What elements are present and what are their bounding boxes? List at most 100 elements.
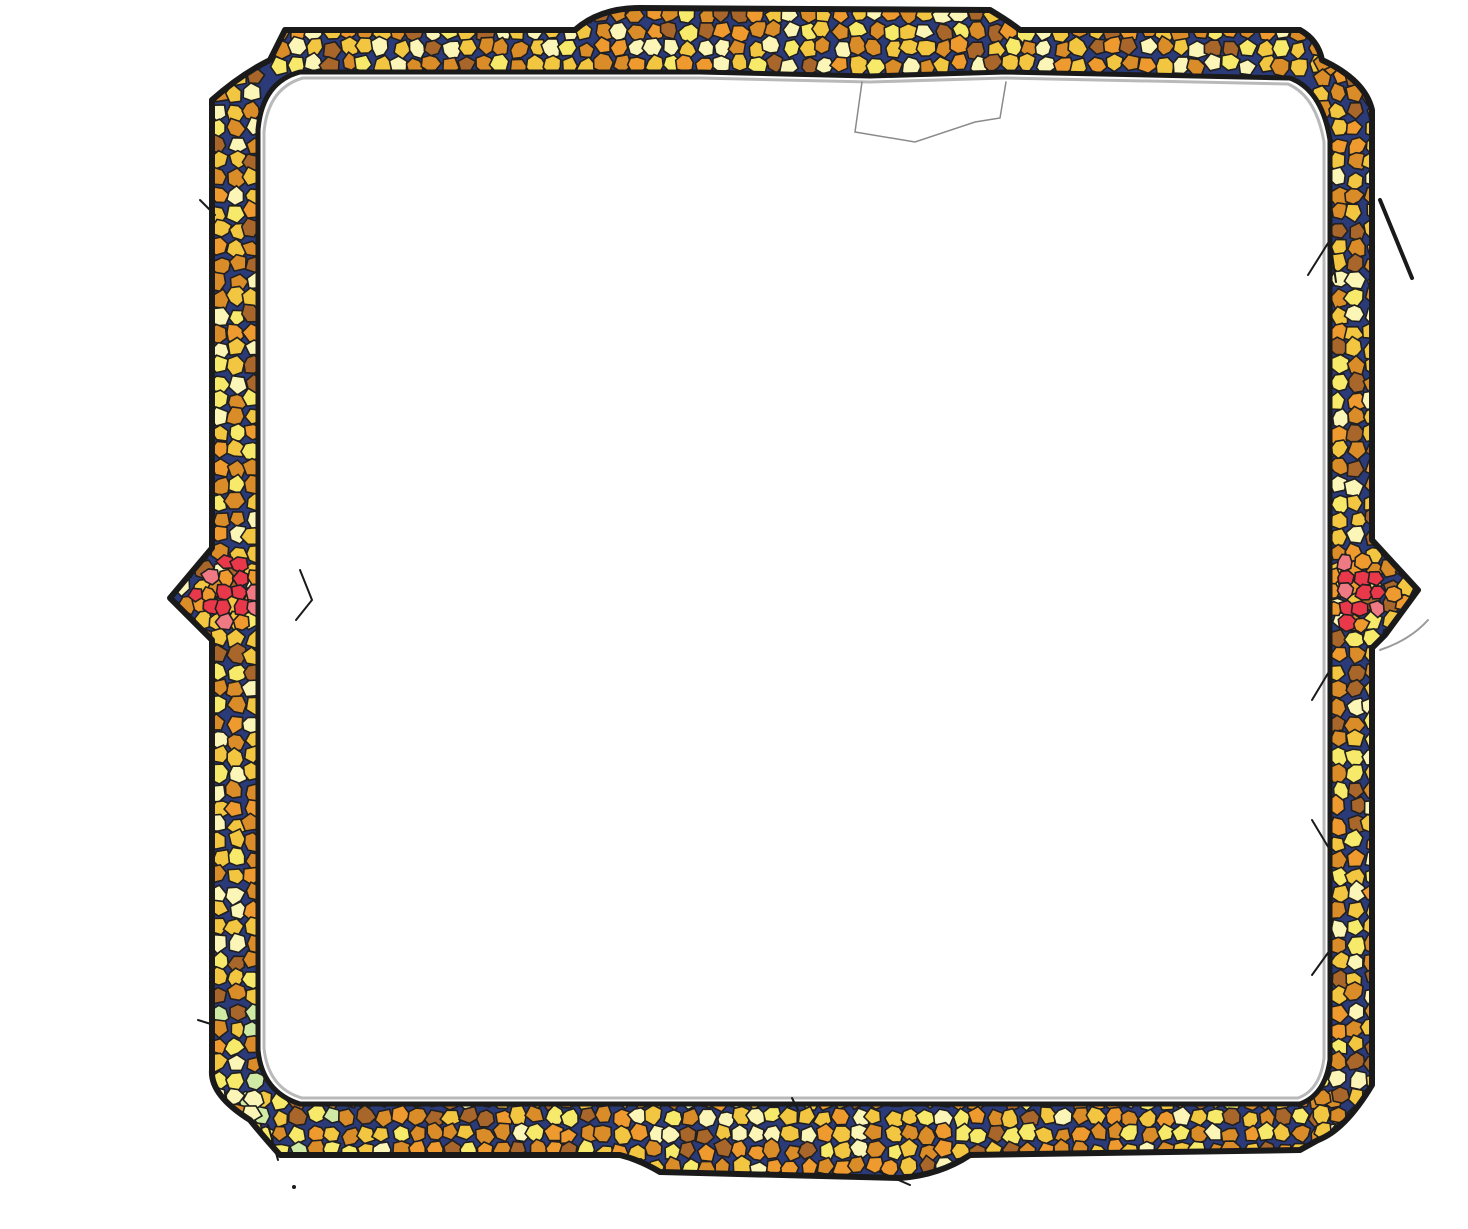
glass-tile [176, 119, 198, 141]
glass-tile [305, 37, 324, 56]
glass-tile [170, 543, 179, 565]
glass-tile [1172, 37, 1190, 57]
glass-tile [1379, 936, 1401, 955]
glass-tile [170, 1069, 179, 1090]
glass-tile [272, 1158, 292, 1176]
glass-tile [508, 8, 529, 25]
glass-tile [1397, 511, 1418, 532]
glass-tile [174, 65, 196, 88]
glass-tile [170, 440, 178, 459]
glass-tile [373, 8, 394, 24]
glass-tile [1380, 1021, 1401, 1042]
glass-tile [193, 358, 212, 376]
glass-tile [1361, 1120, 1381, 1142]
glass-tile [386, 8, 408, 23]
glass-tile [242, 81, 262, 102]
glass-tile [1379, 374, 1398, 395]
glass-tile [189, 99, 211, 119]
glass-tile [1399, 99, 1418, 120]
glass-tile [862, 1106, 882, 1126]
glass-tile [1347, 782, 1365, 800]
glass-tile [849, 54, 869, 77]
glass-tile [1313, 731, 1331, 750]
glass-tile [887, 1142, 904, 1162]
glass-tile [1328, 729, 1348, 748]
glass-tile [1344, 867, 1366, 887]
glass-tile [730, 1139, 748, 1159]
glass-tile [170, 459, 176, 478]
glass-tile [189, 867, 212, 886]
glass-tile [191, 119, 213, 141]
glass-tile [1383, 340, 1403, 359]
glass-tile [1379, 1119, 1402, 1139]
glass-tile [176, 918, 197, 936]
glass-tile [1312, 203, 1330, 224]
glass-tile [1379, 916, 1400, 938]
glass-tile [1158, 1159, 1179, 1178]
glass-tile [170, 494, 178, 513]
glass-tile [559, 1158, 578, 1178]
glass-tile [229, 1003, 247, 1022]
glass-tile [225, 354, 246, 377]
glass-tile [455, 1124, 476, 1141]
glass-tile [199, 568, 221, 586]
glass-tile [509, 40, 530, 60]
glass-tile [425, 1158, 445, 1178]
glass-tile [1330, 1141, 1351, 1159]
glass-tile [170, 698, 179, 716]
glass-tile [982, 53, 1004, 74]
glass-tile [170, 356, 178, 379]
glass-tile [883, 1109, 904, 1130]
glass-tile [1289, 57, 1309, 77]
glass-tile [1348, 136, 1368, 156]
glass-tile [1381, 660, 1401, 682]
glass-tile [1399, 663, 1416, 682]
glass-tile [1000, 53, 1021, 72]
glass-tile [443, 8, 462, 24]
glass-tile [227, 50, 245, 69]
glass-tile [228, 309, 246, 328]
glass-tile [170, 510, 178, 531]
glass-tile [170, 779, 179, 801]
glass-tile [172, 900, 196, 919]
glass-tile [224, 886, 247, 907]
glass-tile [592, 52, 615, 73]
glass-tile [1118, 1123, 1139, 1142]
glass-tile [174, 936, 197, 956]
glass-tile [1381, 256, 1402, 277]
glass-tile [173, 254, 193, 275]
glass-tile [170, 83, 177, 103]
glass-tile [697, 1108, 718, 1129]
glass-tile [223, 799, 244, 818]
glass-tile [1380, 817, 1399, 837]
glass-tile [1326, 36, 1345, 60]
glass-tile [1382, 645, 1402, 667]
glass-tile [457, 1105, 480, 1125]
glass-tile [797, 1105, 817, 1126]
glass-tile [192, 170, 213, 189]
glass-tile [1290, 1106, 1311, 1126]
glass-tile [226, 642, 247, 665]
glass-tile [1397, 968, 1418, 989]
glass-tile [1381, 749, 1404, 769]
glass-tile [1271, 38, 1291, 59]
glass-tile [1397, 986, 1418, 1003]
glass-tile [643, 1139, 663, 1158]
glass-tile [1400, 136, 1418, 156]
glass-tile [1174, 1156, 1194, 1178]
glass-tile [1067, 35, 1089, 58]
glass-tile [176, 797, 195, 820]
glass-tile [625, 23, 648, 44]
glass-tile [1310, 525, 1331, 548]
glass-tile [172, 325, 195, 344]
glass-tile [391, 1154, 410, 1177]
glass-tile [1016, 8, 1038, 25]
glass-tile [1368, 599, 1385, 619]
glass-tile [174, 523, 194, 545]
glass-tile [1033, 1125, 1055, 1146]
glass-tile [176, 783, 195, 801]
glass-tile [884, 1124, 905, 1143]
glass-tile [1346, 459, 1365, 478]
glass-tile [190, 968, 212, 988]
glass-tile [1397, 645, 1418, 664]
